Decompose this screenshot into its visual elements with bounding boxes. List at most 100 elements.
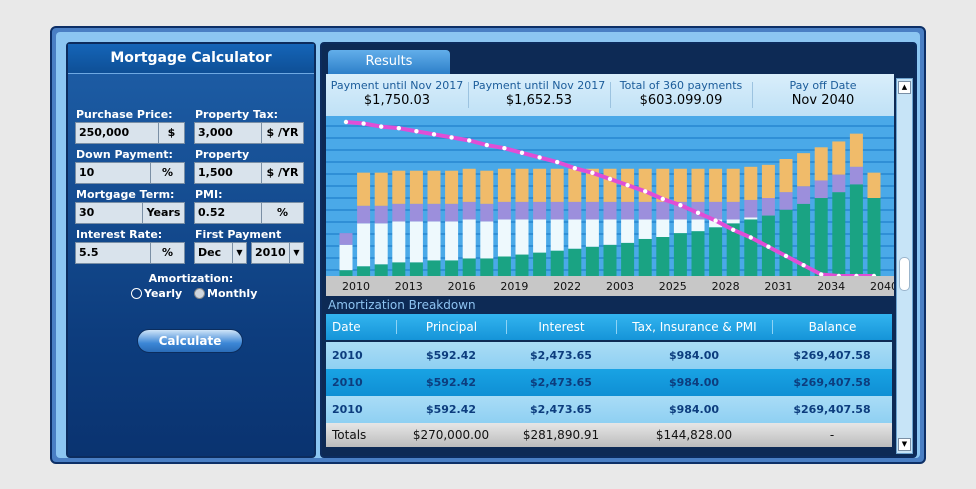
table-cell: $269,407.58	[793, 349, 871, 362]
tab-results[interactable]: Results	[328, 50, 450, 74]
principal-bar	[357, 266, 371, 276]
balance-point	[660, 196, 665, 202]
property-tax-input[interactable]: 3,000 $ /YR	[194, 122, 304, 144]
summary-label: Payment until Nov 2017	[330, 79, 464, 92]
pmi-unit: %	[261, 203, 303, 223]
principal-bar	[392, 262, 406, 276]
radio-monthly-label: Monthly	[207, 287, 258, 300]
principal-bar	[779, 209, 793, 276]
interest-bar	[357, 223, 371, 267]
interest-bar	[709, 219, 723, 228]
column-header[interactable]: Balance	[772, 320, 892, 334]
principal-bar	[673, 233, 687, 276]
radio-dot	[194, 288, 205, 299]
interest-bar	[638, 219, 652, 239]
pmi-bar	[621, 201, 635, 220]
mortgage-term-input[interactable]: 30 Years	[75, 202, 185, 224]
pmi-bar	[462, 201, 476, 220]
table-cell: $984.00	[668, 349, 720, 362]
interest-bar	[691, 219, 705, 232]
interest-rate-input[interactable]: 5.5 %	[75, 242, 185, 264]
balance-point	[625, 182, 630, 188]
row-divider	[326, 340, 892, 342]
property-insurance-input[interactable]: 1,500 $ /YR	[194, 162, 304, 184]
tax-insurance-bar	[568, 168, 582, 202]
table-cell: $984.00	[668, 376, 720, 389]
chevron-down-icon: ▼	[289, 243, 303, 263]
column-header[interactable]: Tax, Insurance & PMI	[616, 320, 772, 334]
pmi-bar	[533, 201, 547, 220]
scroll-down-icon[interactable]: ▼	[898, 438, 911, 451]
column-header[interactable]: Interest	[506, 320, 616, 334]
first-payment-month-select[interactable]: Dec ▼	[194, 242, 247, 264]
balance-point	[361, 121, 366, 126]
table-row[interactable]: 2010 $592.42 $2,473.65 $984.00 $269,407.…	[326, 369, 892, 396]
interest-bar	[445, 221, 459, 261]
tax-insurance-bar	[814, 147, 828, 181]
tax-insurance-bar	[832, 141, 846, 175]
balance-point	[431, 132, 437, 137]
principal-bar	[867, 198, 881, 276]
x-tick-label: 2034	[817, 280, 845, 293]
calculate-button[interactable]: Calculate	[137, 329, 243, 353]
balance-point	[555, 159, 560, 165]
pmi-input[interactable]: 0.52 %	[194, 202, 304, 224]
pmi-bar	[374, 205, 388, 224]
first-payment-year-select[interactable]: 2010 ▼	[251, 242, 304, 264]
breakdown-table: Date Principal Interest Tax, Insurance &…	[326, 314, 892, 447]
table-row[interactable]: 2010 $592.42 $2,473.65 $984.00 $269,407.…	[326, 342, 892, 369]
interest-bar	[480, 221, 494, 259]
balance-point	[801, 263, 806, 268]
scroll-thumb[interactable]	[899, 257, 910, 291]
down-payment-value: 10	[79, 166, 95, 179]
chevron-down-icon: ▼	[232, 243, 246, 263]
balance-point	[414, 129, 419, 134]
panel-title: Mortgage Calculator	[68, 44, 314, 74]
purchase-price-unit: $	[158, 123, 184, 143]
mortgage-term-unit: Years	[142, 203, 184, 223]
amortization-label: Amortization:	[148, 272, 234, 285]
radio-monthly[interactable]: Monthly	[194, 287, 257, 300]
tax-insurance-bar	[445, 170, 459, 204]
principal-bar	[462, 258, 476, 276]
balance-point	[643, 189, 648, 194]
pmi-bar	[797, 186, 811, 204]
totals-cell: -	[829, 428, 835, 442]
balance-point	[467, 138, 472, 143]
interest-bar	[726, 219, 740, 224]
principal-bar	[656, 237, 670, 276]
tax-insurance-bar	[761, 164, 775, 198]
down-payment-input[interactable]: 10 %	[75, 162, 185, 184]
principal-bar	[832, 192, 846, 276]
radio-yearly[interactable]: Yearly	[131, 287, 182, 300]
purchase-price-input[interactable]: 250,000 $	[75, 122, 185, 144]
balance-point	[607, 176, 613, 182]
table-cell: 2010	[332, 349, 363, 362]
interest-bar	[374, 223, 388, 265]
pmi-bar	[814, 180, 828, 198]
pmi-bar	[357, 205, 371, 224]
table-row[interactable]: 2010 $592.42 $2,473.65 $984.00 $269,407.…	[326, 396, 892, 423]
scroll-up-icon[interactable]: ▲	[898, 81, 911, 94]
summary-item: Payment until Nov 2017 $1,652.53	[468, 74, 610, 116]
interest-bar	[744, 217, 758, 220]
principal-bar	[445, 260, 459, 276]
balance-point	[519, 150, 525, 155]
interest-bar	[585, 219, 599, 247]
balance-point	[590, 170, 595, 176]
tax-insurance-bar	[797, 153, 811, 187]
vertical-scrollbar[interactable]: ▲ ▼	[896, 78, 913, 454]
column-header[interactable]: Principal	[396, 320, 506, 334]
table-cell: $269,407.58	[793, 376, 871, 389]
principal-bar	[603, 244, 617, 276]
tax-insurance-bar	[709, 168, 723, 202]
principal-bar	[533, 252, 547, 276]
balance-point	[748, 235, 753, 240]
principal-bar	[497, 256, 511, 276]
interest-bar	[656, 219, 670, 237]
column-header[interactable]: Date	[332, 320, 361, 334]
table-cell: $2,473.65	[530, 349, 592, 362]
x-tick-label: 2025	[659, 280, 687, 293]
principal-bar	[480, 258, 494, 276]
summary-label: Payment until Nov 2017	[472, 79, 606, 92]
